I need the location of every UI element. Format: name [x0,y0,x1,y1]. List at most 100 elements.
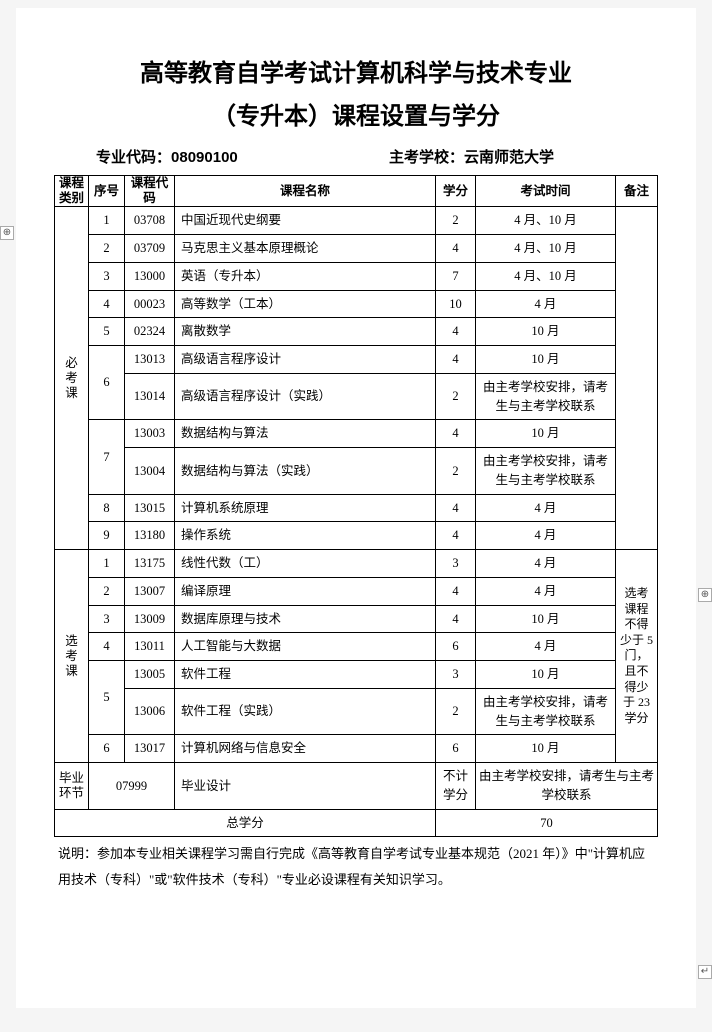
cell: 离散数学 [175,318,436,346]
cell: 4 月 [476,550,616,578]
cell: 2 [436,688,476,735]
cell: 10 [436,290,476,318]
col-category: 课程类别 [55,176,89,207]
host-school: 主考学校：云南师范大学 [365,146,658,167]
title-line-2: （专升本）课程设置与学分 [54,95,658,138]
cell: 07999 [89,763,175,810]
table-row: 203709马克思主义基本原理概论44 月、10 月 [55,235,658,263]
cell: 计算机网络与信息安全 [175,735,436,763]
cell: 3 [436,550,476,578]
cell: 操作系统 [175,522,436,550]
cell: 3 [436,661,476,689]
subheading: 专业代码：08090100 主考学校：云南师范大学 [54,146,658,167]
table-row: 713003数据结构与算法410 月 [55,420,658,448]
page-title: 高等教育自学考试计算机科学与技术专业 （专升本）课程设置与学分 [54,52,658,138]
cell: 数据结构与算法（实践） [175,448,436,495]
cell: 软件工程 [175,661,436,689]
cell: 4 月、10 月 [476,235,616,263]
footnote: 说明：参加本专业相关课程学习需自行完成《高等教育自学考试专业基本规范（2021 … [54,841,658,893]
expand-icon-right[interactable]: ⊕ [698,588,712,602]
cell: 2 [89,577,125,605]
col-name: 课程名称 [175,176,436,207]
cell: 4 [436,605,476,633]
cell: 中国近现代史纲要 [175,207,436,235]
table-row: 613017计算机网络与信息安全610 月 [55,735,658,763]
curriculum-table: 课程类别 序号 课程代码 课程名称 学分 考试时间 备注 必考课103708中国… [54,175,658,837]
expand-icon-left[interactable]: ⊕ [0,226,14,240]
cell: 编译原理 [175,577,436,605]
cell: 总学分 [55,809,436,837]
cell: 4 [436,318,476,346]
cell: 13011 [125,633,175,661]
category-required: 必考课 [55,207,89,550]
cell: 由主考学校安排，请考生与主考学校联系 [476,373,616,420]
cell: 10 月 [476,735,616,763]
cell: 10 月 [476,661,616,689]
category-graduation: 毕业环节 [55,763,89,810]
cell: 4 月 [476,290,616,318]
table-row-total: 总学分70 [55,809,658,837]
cell: 6 [89,346,125,420]
remark-required [616,207,658,550]
cell: 13004 [125,448,175,495]
cell: 13014 [125,373,175,420]
cell: 6 [89,735,125,763]
cell: 03709 [125,235,175,263]
cell: 高级语言程序设计 [175,346,436,374]
cell: 10 月 [476,420,616,448]
cell: 13017 [125,735,175,763]
cell: 13006 [125,688,175,735]
cell: 13180 [125,522,175,550]
cell: 4 月 [476,577,616,605]
cell: 4 月 [476,522,616,550]
cell: 4 [436,346,476,374]
cell: 2 [436,448,476,495]
cell: 不计学分 [436,763,476,810]
cell: 4 [89,633,125,661]
cell: 03708 [125,207,175,235]
col-credit: 学分 [436,176,476,207]
cell: 软件工程（实践） [175,688,436,735]
col-remark: 备注 [616,176,658,207]
table-row: 13004数据结构与算法（实践）2由主考学校安排，请考生与主考学校联系 [55,448,658,495]
cell: 10 月 [476,346,616,374]
cell: 4 月、10 月 [476,207,616,235]
cell: 4 月 [476,633,616,661]
remark-elective: 选考课程不得少于 5 门，且不得少于 23 学分 [616,550,658,763]
table-row: 502324离散数学410 月 [55,318,658,346]
cell: 00023 [125,290,175,318]
cell: 高级语言程序设计（实践） [175,373,436,420]
cell: 4 [436,420,476,448]
cell: 数据库原理与技术 [175,605,436,633]
cell: 4 月、10 月 [476,262,616,290]
cell: 10 月 [476,605,616,633]
cell: 13003 [125,420,175,448]
cell: 4 [89,290,125,318]
cell: 6 [436,735,476,763]
cell: 4 月 [476,494,616,522]
cell: 2 [89,235,125,263]
cell: 13007 [125,577,175,605]
cell: 9 [89,522,125,550]
cell: 13005 [125,661,175,689]
col-code: 课程代码 [125,176,175,207]
table-row: 513005软件工程310 月 [55,661,658,689]
cell: 7 [436,262,476,290]
table-row: 313009数据库原理与技术410 月 [55,605,658,633]
table-row: 13006软件工程（实践）2由主考学校安排，请考生与主考学校联系 [55,688,658,735]
cell: 4 [436,235,476,263]
collapse-icon-right[interactable]: ↵ [698,965,712,979]
cell: 4 [436,577,476,605]
title-line-1: 高等教育自学考试计算机科学与技术专业 [54,52,658,95]
table-row: 213007编译原理44 月 [55,577,658,605]
category-elective: 选考课 [55,550,89,763]
cell: 13175 [125,550,175,578]
table-row-graduation: 毕业环节07999毕业设计不计学分由主考学校安排，请考生与主考学校联系 [55,763,658,810]
table-row: 813015计算机系统原理44 月 [55,494,658,522]
cell: 1 [89,550,125,578]
cell: 马克思主义基本原理概论 [175,235,436,263]
major-code: 专业代码：08090100 [54,146,365,167]
cell: 线性代数（工） [175,550,436,578]
table-row: 400023高等数学（工本）104 月 [55,290,658,318]
cell: 人工智能与大数据 [175,633,436,661]
